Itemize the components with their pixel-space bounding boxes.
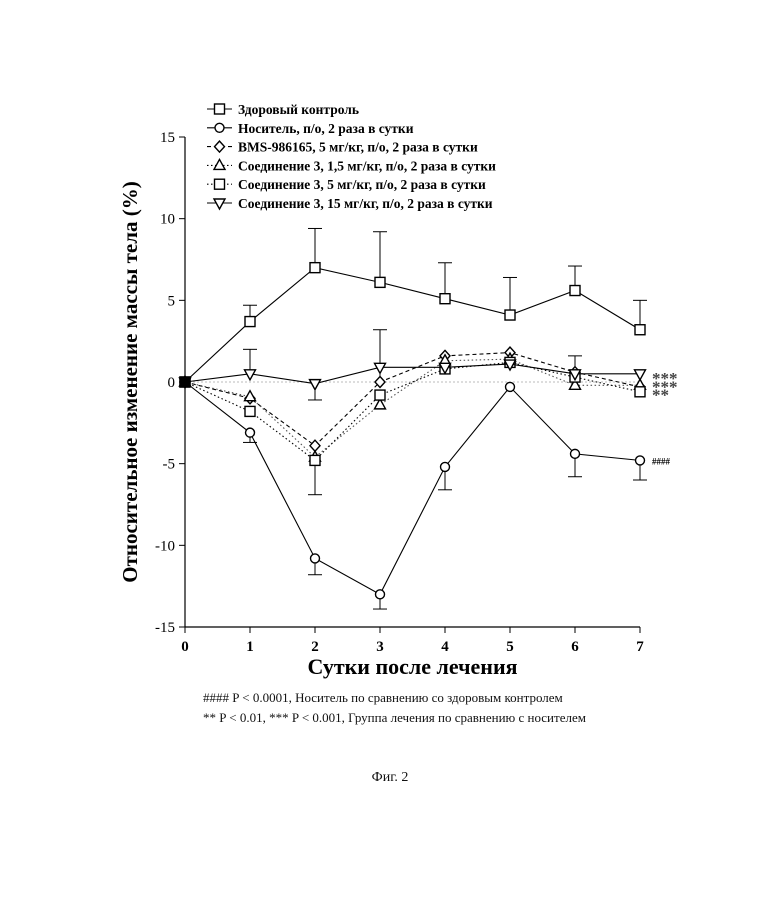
data-point [245, 317, 255, 327]
data-point [635, 387, 645, 397]
y-tick-label: -10 [155, 538, 175, 554]
data-point [310, 440, 320, 451]
y-tick-label: 0 [168, 375, 176, 391]
data-point [440, 294, 450, 304]
data-point [245, 391, 256, 401]
legend-marker [215, 104, 225, 114]
legend-label: Соединение 3, 15 мг/кг, п/о, 2 раза в су… [238, 196, 493, 211]
x-tick-label: 4 [441, 639, 449, 655]
data-point [310, 380, 321, 390]
data-point [310, 263, 320, 273]
y-tick-label: 5 [168, 293, 176, 309]
legend-label: Соединение 3, 5 мг/кг, п/о, 2 раза в сут… [238, 177, 486, 192]
data-point [245, 406, 255, 416]
data-point [506, 382, 515, 391]
data-point [571, 449, 580, 458]
legend-label: BMS-986165, 5 мг/кг, п/о, 2 раза в сутки [238, 140, 478, 155]
y-tick-label: 10 [160, 212, 175, 228]
y-tick-label: 15 [160, 130, 175, 146]
data-point [635, 370, 646, 380]
data-point [636, 456, 645, 465]
body-weight-chart: -15 -10 -5 0 5 10 15 0 1 2 3 4 5 6 7 Относительное изме… [0, 0, 780, 680]
data-point [310, 455, 320, 465]
data-point [375, 390, 385, 400]
legend-label: Носитель, п/о, 2 раза в сутки [238, 121, 414, 136]
y-tick-label: -15 [155, 620, 175, 636]
data-point [441, 462, 450, 471]
figure-caption: Фиг. 2 [0, 770, 780, 786]
x-tick-label: 5 [506, 639, 514, 655]
data-point [570, 286, 580, 296]
y-axis-label: Относительное изменение массы тела (%) [118, 181, 142, 583]
x-tick-label: 0 [181, 639, 189, 655]
data-point [505, 310, 515, 320]
data-point [376, 590, 385, 599]
data-point [375, 277, 385, 287]
legend-marker [215, 141, 225, 152]
x-tick-label: 3 [376, 639, 384, 655]
legend-marker [215, 179, 225, 189]
x-tick-label: 7 [636, 639, 644, 655]
legend-label: Здоровый контроль [238, 102, 359, 117]
significance-annotation: #### [652, 456, 671, 466]
significance-annotation: ** [652, 385, 669, 404]
data-point [246, 428, 255, 437]
x-axis-label: Сутки после лечения [307, 654, 517, 679]
legend-label: Соединение 3, 1,5 мг/кг, п/о, 2 раза в с… [238, 158, 496, 173]
footnote-significance-1: #### P < 0.0001, Носитель по сравнению с… [203, 690, 563, 706]
data-point [635, 325, 645, 335]
legend-marker [214, 199, 225, 209]
x-tick-label: 6 [571, 639, 579, 655]
y-tick-label: -5 [163, 457, 176, 473]
x-tick-label: 1 [246, 639, 254, 655]
legend: Здоровый контроль Носитель, п/о, 2 раза в… [207, 102, 496, 211]
data-point [311, 554, 320, 563]
legend-marker [214, 159, 225, 169]
legend-marker [215, 123, 224, 132]
x-tick-label: 2 [311, 639, 319, 655]
footnote-significance-2: ** P < 0.01, *** P < 0.001, Группа лечен… [203, 710, 586, 726]
